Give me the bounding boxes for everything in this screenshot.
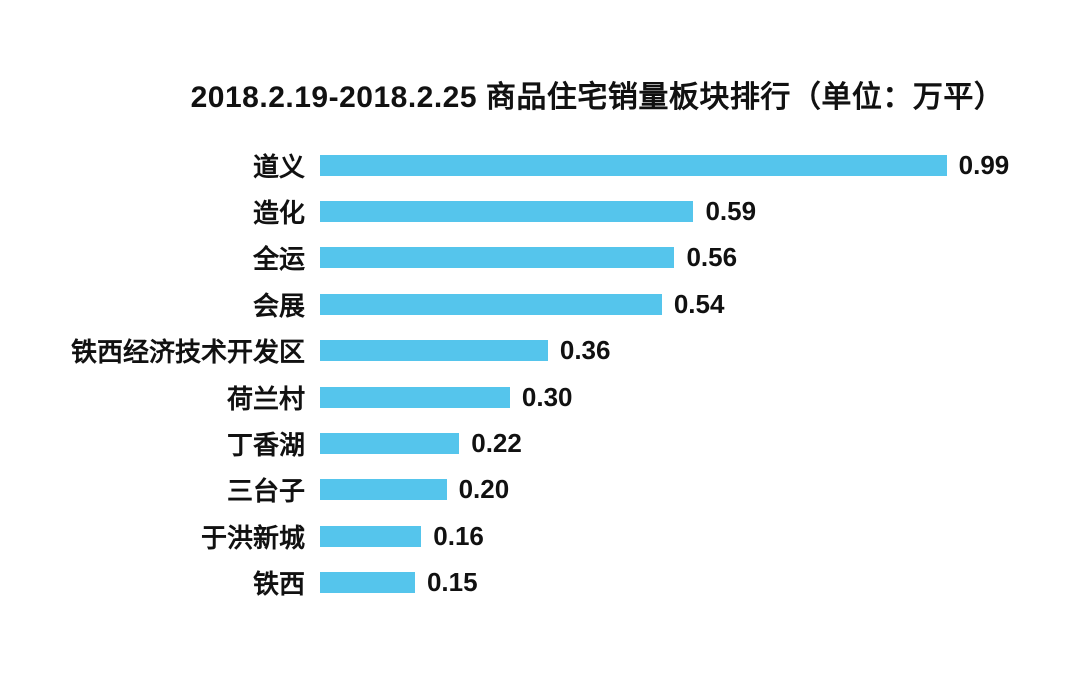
bar-track: 0.99	[320, 142, 1009, 188]
value-label: 0.54	[673, 288, 725, 319]
bar-row: 铁西 0.15	[0, 560, 1070, 606]
category-label: 于洪新城	[200, 522, 305, 553]
bar-track: 0.22	[320, 420, 522, 466]
bar-track: 0.59	[320, 188, 756, 234]
category-label: 道义	[252, 151, 305, 182]
bar-row: 会展 0.54	[0, 281, 1070, 327]
value-label: 0.20	[458, 474, 510, 505]
bar-track: 0.56	[320, 235, 737, 281]
value-label: 0.22	[471, 428, 522, 459]
bar-track: 0.54	[320, 281, 724, 327]
category-label: 会展	[252, 290, 305, 321]
bar	[320, 525, 422, 547]
bar-row: 三台子 0.20	[0, 467, 1070, 513]
bar	[320, 201, 694, 223]
value-label: 0.99	[958, 149, 1010, 180]
bar-row: 于洪新城 0.16	[0, 513, 1070, 559]
category-label: 全运	[252, 244, 305, 275]
value-label: 0.56	[686, 242, 738, 273]
bar-track: 0.16	[320, 513, 484, 559]
bar	[320, 433, 460, 455]
bar-track: 0.15	[320, 560, 478, 606]
bar-row: 道义 0.99	[0, 142, 1070, 188]
bar	[320, 479, 447, 501]
bar-track: 0.36	[320, 328, 610, 374]
bar-row: 铁西经济技术开发区 0.36	[0, 328, 1070, 374]
bar-rows-container: 道义 0.99 造化 0.59 全运 0.56 会展 0.54 铁西经济技术开发区 0.36 荷兰村…	[0, 142, 1070, 606]
bar-track: 0.30	[320, 374, 573, 420]
bar-row: 全运 0.56	[0, 235, 1070, 281]
bar	[320, 154, 947, 176]
value-label: 0.30	[521, 381, 573, 412]
category-label: 丁香湖	[226, 430, 305, 461]
bar	[320, 247, 675, 269]
bar	[320, 293, 662, 315]
category-label: 荷兰村	[226, 383, 305, 414]
category-label: 三台子	[226, 476, 305, 507]
value-label: 0.59	[705, 196, 757, 227]
value-label: 0.16	[433, 520, 484, 551]
bar	[320, 572, 415, 594]
bar	[320, 340, 548, 362]
value-label: 0.36	[559, 335, 611, 366]
bar-track: 0.20	[320, 467, 509, 513]
value-label: 0.15	[426, 567, 478, 598]
bar-row: 荷兰村 0.30	[0, 374, 1070, 420]
category-label: 铁西	[252, 569, 305, 600]
category-label: 造化	[252, 198, 305, 229]
bar	[320, 386, 510, 408]
bar-row: 造化 0.59	[0, 188, 1070, 234]
bar-row: 丁香湖 0.22	[0, 420, 1070, 466]
category-label: 铁西经济技术开发区	[70, 337, 305, 368]
chart-title: 2018.2.19-2018.2.25 商品住宅销量板块排行（单位：万平）	[190, 81, 1005, 114]
